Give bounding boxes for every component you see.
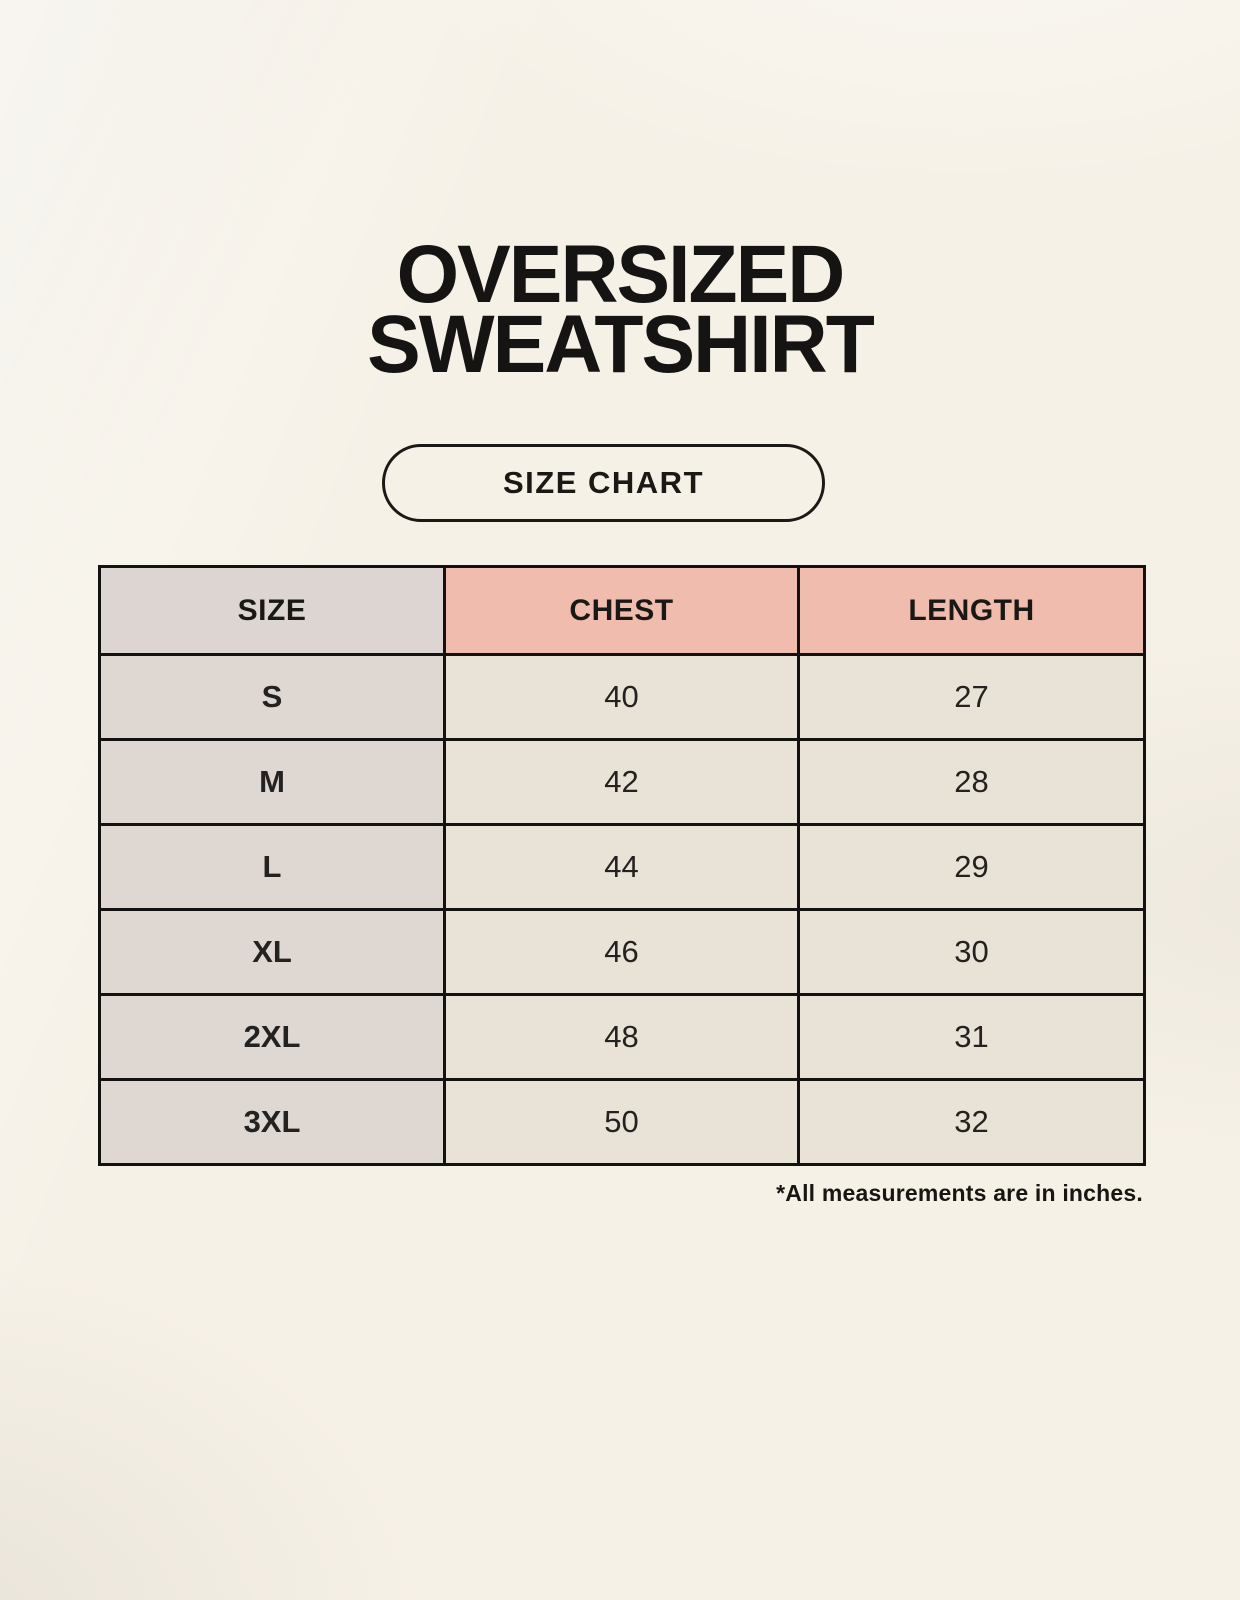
chest-cell: 46 xyxy=(443,908,800,996)
table-row-l: L 44 29 xyxy=(98,823,1146,911)
column-header-size: SIZE xyxy=(98,565,446,656)
table-row-s: S 40 27 xyxy=(98,653,1146,741)
size-chart-badge[interactable]: SIZE CHART xyxy=(382,444,825,522)
size-chart-table: SIZE CHEST LENGTH S 40 27 M 42 28 L 44 2… xyxy=(98,565,1146,1166)
size-cell: XL xyxy=(98,908,446,996)
size-cell: 2XL xyxy=(98,993,446,1081)
page-title-line2: SWEATSHIRT xyxy=(367,299,875,390)
column-header-chest: CHEST xyxy=(443,565,800,656)
table-row-xl: XL 46 30 xyxy=(98,908,1146,996)
page-title-line1: OVERSIZED xyxy=(396,229,846,320)
length-cell: 31 xyxy=(797,993,1146,1081)
length-cell: 32 xyxy=(797,1078,1146,1166)
table-row-3xl: 3XL 50 32 xyxy=(98,1078,1146,1166)
size-cell: 3XL xyxy=(98,1078,446,1166)
size-chart-badge-label: SIZE CHART xyxy=(503,465,704,500)
length-cell: 28 xyxy=(797,738,1146,826)
size-cell: S xyxy=(98,653,446,741)
table-row-m: M 42 28 xyxy=(98,738,1146,826)
length-cell: 30 xyxy=(797,908,1146,996)
chest-cell: 42 xyxy=(443,738,800,826)
chest-cell: 40 xyxy=(443,653,800,741)
size-cell: L xyxy=(98,823,446,911)
measurements-footnote: *All measurements are in inches. xyxy=(776,1180,1143,1206)
chest-cell: 44 xyxy=(443,823,800,911)
size-cell: M xyxy=(98,738,446,826)
column-header-length: LENGTH xyxy=(797,565,1146,656)
table-row-2xl: 2XL 48 31 xyxy=(98,993,1146,1081)
page-title: OVERSIZED SWEATSHIRT xyxy=(12,229,1227,390)
length-cell: 27 xyxy=(797,653,1146,741)
header-row: SIZE CHEST LENGTH xyxy=(98,565,1146,656)
length-cell: 29 xyxy=(797,823,1146,911)
chest-cell: 50 xyxy=(443,1078,800,1166)
chest-cell: 48 xyxy=(443,993,800,1081)
